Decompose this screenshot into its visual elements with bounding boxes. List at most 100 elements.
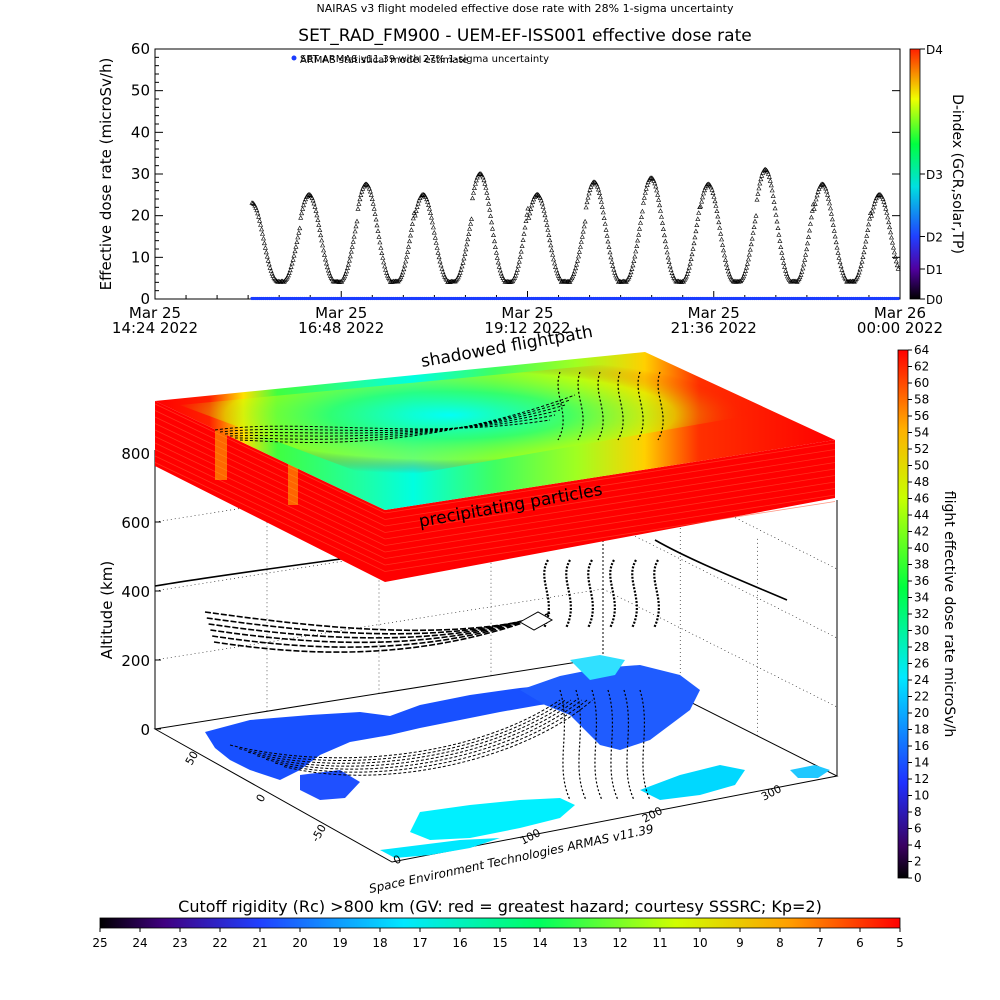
model-point xyxy=(298,226,302,230)
model-point xyxy=(582,224,586,228)
model-point xyxy=(766,172,770,176)
cutoff-tick-label: 5 xyxy=(896,936,904,950)
model-point xyxy=(689,257,693,261)
model-point xyxy=(487,202,491,206)
model-point xyxy=(375,223,379,227)
colorbar-tick-label: 60 xyxy=(914,376,929,390)
model-point xyxy=(547,233,551,237)
model-point xyxy=(656,193,660,197)
model-point xyxy=(466,237,470,241)
cutoff-tick-label: 13 xyxy=(572,936,587,950)
colorbar-tick-label: 62 xyxy=(914,360,929,374)
model-point xyxy=(814,197,818,201)
model-point xyxy=(554,265,558,269)
model-point xyxy=(579,240,583,244)
model-point xyxy=(773,206,777,210)
world-map-floor xyxy=(205,655,830,858)
colorbar-tick-label: 14 xyxy=(914,756,929,770)
model-point xyxy=(373,212,377,216)
model-point xyxy=(663,239,667,243)
cutoff-tick-label: 12 xyxy=(612,936,627,950)
model-point xyxy=(531,200,535,204)
model-point xyxy=(294,245,298,249)
model-point xyxy=(301,207,305,211)
model-point xyxy=(752,225,756,229)
model-point xyxy=(268,266,272,270)
model-point xyxy=(346,266,350,270)
model-point xyxy=(864,240,868,244)
model-point xyxy=(803,258,807,262)
model-point xyxy=(417,199,421,203)
model-point xyxy=(489,214,493,218)
model-point xyxy=(667,260,671,264)
colorbar-tick-label: 6 xyxy=(914,822,922,836)
colorbar-tick-label: 40 xyxy=(914,541,929,555)
model-point xyxy=(687,266,691,270)
model-point xyxy=(661,221,665,225)
model-point xyxy=(801,266,805,270)
model-point xyxy=(325,265,329,269)
colorbar-tick-label: 8 xyxy=(914,805,922,819)
model-point xyxy=(359,193,363,197)
model-point xyxy=(371,202,375,206)
model-point xyxy=(426,200,430,204)
model-point xyxy=(753,219,757,223)
model-point xyxy=(712,195,716,199)
model-point xyxy=(611,264,615,268)
model-point xyxy=(605,234,609,238)
model-point xyxy=(600,205,604,209)
altitude-tick-label: 800 xyxy=(121,445,150,463)
model-point xyxy=(286,273,290,277)
model-point xyxy=(432,231,436,235)
colorbar-tick-label: 26 xyxy=(914,657,929,671)
model-point xyxy=(265,255,269,259)
model-point xyxy=(866,228,870,232)
model-point xyxy=(724,258,728,262)
d-index-tick-label: D3 xyxy=(926,168,943,182)
model-point xyxy=(346,263,350,267)
model-point xyxy=(856,273,860,277)
model-point xyxy=(472,186,476,190)
model-point xyxy=(632,259,636,263)
dose-rate-series-model xyxy=(250,168,900,284)
model-point xyxy=(834,240,838,244)
model-point xyxy=(817,187,821,191)
model-point xyxy=(410,222,414,226)
model-point xyxy=(606,240,610,244)
model-point xyxy=(552,257,556,261)
model-point xyxy=(782,261,786,265)
cutoff-tick-label: 22 xyxy=(212,936,227,950)
cutoff-tick-label: 17 xyxy=(412,936,427,950)
model-point xyxy=(468,227,472,231)
model-point xyxy=(754,214,758,218)
cutoff-tick-label: 14 xyxy=(532,936,547,950)
x-tick-label-time: 21:36 2022 xyxy=(671,319,757,337)
model-point xyxy=(383,264,387,268)
model-point xyxy=(668,264,672,268)
model-point xyxy=(633,255,637,259)
model-point xyxy=(402,267,406,271)
dose-rate-plot: 0102030405060 Mar 2514:24 2022Mar 2516:4… xyxy=(97,40,943,337)
model-point xyxy=(802,262,806,266)
model-point xyxy=(355,219,359,223)
model-point xyxy=(829,206,833,210)
model-point xyxy=(459,268,463,272)
lat-tick-0: 0 xyxy=(254,792,269,805)
model-point xyxy=(604,228,608,232)
model-point xyxy=(836,251,840,255)
colorbar-tick-label: 56 xyxy=(914,409,929,423)
model-point xyxy=(774,213,778,217)
model-point xyxy=(577,254,581,258)
model-point xyxy=(584,205,588,209)
model-point xyxy=(263,246,267,250)
colorbar-tick-label: 0 xyxy=(914,871,922,885)
y-tick-label: 30 xyxy=(131,165,150,183)
model-point xyxy=(433,236,437,240)
model-point xyxy=(610,260,614,264)
model-point xyxy=(414,209,418,213)
model-point xyxy=(831,223,835,227)
model-point xyxy=(838,260,842,264)
model-point xyxy=(643,191,647,195)
model-point xyxy=(473,182,477,186)
model-point xyxy=(865,234,869,238)
